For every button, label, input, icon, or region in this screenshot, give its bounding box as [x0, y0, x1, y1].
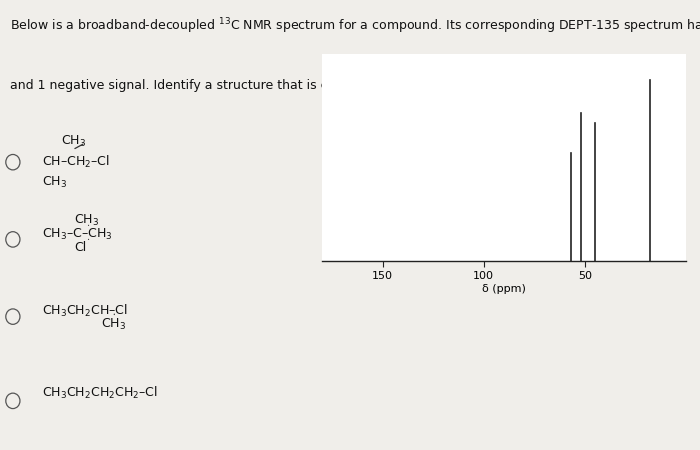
- Text: and 1 negative signal. Identify a structure that is consistent with the data.: and 1 negative signal. Identify a struct…: [10, 79, 477, 92]
- Text: CH$_3$–C–CH$_3$: CH$_3$–C–CH$_3$: [42, 227, 113, 242]
- Text: CH$_3$: CH$_3$: [74, 213, 99, 228]
- Text: CH–CH$_2$–Cl: CH–CH$_2$–Cl: [42, 153, 110, 170]
- Text: CH$_3$CH$_2$CH$_2$CH$_2$–Cl: CH$_3$CH$_2$CH$_2$CH$_2$–Cl: [42, 385, 158, 401]
- Text: Below is a broadband-decoupled $^{13}$C NMR spectrum for a compound. Its corresp: Below is a broadband-decoupled $^{13}$C …: [10, 17, 700, 36]
- Text: CH$_3$: CH$_3$: [61, 134, 86, 149]
- X-axis label: δ (ppm): δ (ppm): [482, 284, 526, 294]
- Text: CH$_3$CH$_2$CH–Cl: CH$_3$CH$_2$CH–Cl: [42, 302, 127, 319]
- Text: Cl: Cl: [74, 241, 86, 254]
- Text: CH$_3$: CH$_3$: [102, 317, 127, 332]
- Text: CH$_3$: CH$_3$: [42, 175, 67, 189]
